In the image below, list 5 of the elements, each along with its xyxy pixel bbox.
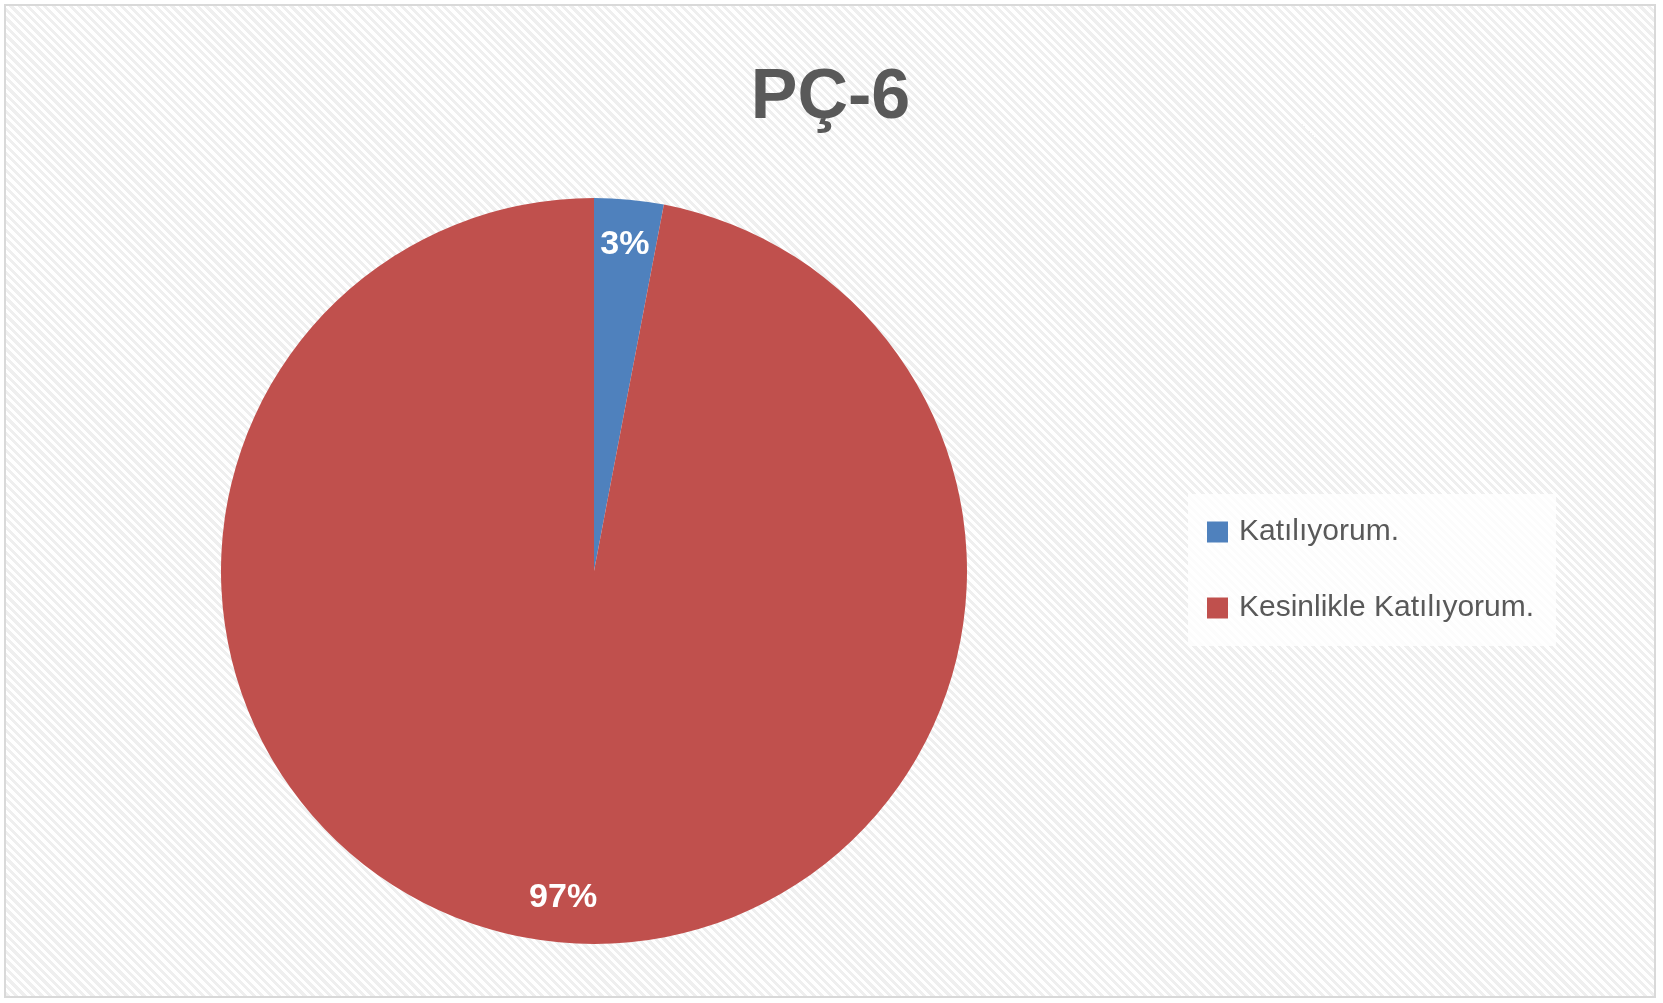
data-label: 97% — [529, 876, 598, 915]
legend-label: Katılıyorum. — [1239, 513, 1400, 547]
data-label: 3% — [600, 222, 650, 261]
chart-title: PÇ-6 — [750, 55, 911, 133]
legend-label: Kesinlikle Katılıyorum. — [1239, 589, 1535, 623]
